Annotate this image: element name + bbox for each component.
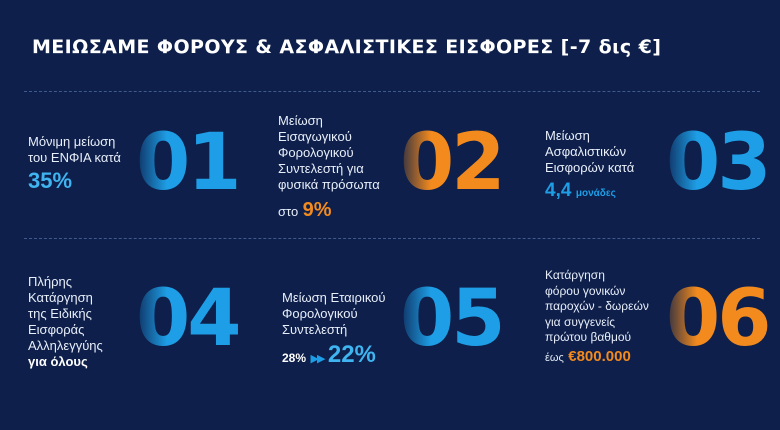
- item-05-line: Συντελεστή: [282, 322, 348, 337]
- divider-top: [24, 91, 760, 92]
- item-06-highlight: €800.000: [568, 347, 631, 365]
- item-01-highlight: 35%: [28, 168, 73, 193]
- item-06-line: για συγγενείς: [545, 314, 616, 329]
- item-02-highlight: 9%: [302, 199, 332, 221]
- item-03-unit: μονάδες: [575, 188, 616, 199]
- item-02-line: Φορολογικού: [278, 145, 354, 160]
- item-03-line: Ασφαλιστικών: [545, 144, 627, 159]
- item-02-line: φυσικά πρόσωπα: [278, 177, 380, 192]
- item-05-line: Φορολογικού: [282, 306, 358, 321]
- item-02-text: Μείωση Εισαγωγικού Φορολογικού Συντελεστ…: [278, 113, 408, 223]
- item-04-line: Εισφοράς: [28, 322, 85, 337]
- item-02-number: 02: [400, 118, 506, 208]
- item-04-highlight: για όλους: [28, 354, 88, 369]
- item-04-number: 04: [136, 274, 242, 364]
- item-05-from: 28%: [282, 351, 307, 365]
- item-03-number: 03: [666, 118, 772, 208]
- item-04-line: της Ειδικής: [28, 306, 92, 321]
- item-02-line: Μείωση: [278, 113, 323, 128]
- item-04-line: Αλληλεγγύης: [28, 338, 103, 353]
- item-05-result: 28% ▶▶ 22%: [282, 342, 412, 368]
- item-05-text: Μείωση Εταιρικού Φορολογικού Συντελεστή …: [282, 290, 412, 368]
- item-06-line: φόρου γονικών: [545, 283, 626, 298]
- double-arrow-icon: ▶▶: [310, 353, 325, 365]
- item-03-line: Μείωση: [545, 128, 590, 143]
- item-06-line: παροχών - δωρεών: [545, 299, 649, 313]
- item-06-prefix: έως: [545, 351, 564, 364]
- item-02-result: στο 9%: [278, 197, 408, 223]
- item-01-number: 01: [136, 118, 242, 208]
- item-06-number: 06: [666, 274, 772, 364]
- item-01-line: Μόνιμη μείωση: [28, 134, 116, 149]
- item-03-line: Εισφορών κατά: [545, 160, 635, 175]
- item-01-line: του ΕΝΦΙΑ κατά: [28, 150, 121, 165]
- divider-middle: [24, 238, 760, 239]
- item-04-line: Κατάργηση: [28, 290, 93, 305]
- item-03-result: 4,4 μονάδες: [545, 180, 670, 202]
- item-06-result: έως €800.000: [545, 348, 673, 366]
- item-02-line: Εισαγωγικού: [278, 129, 352, 144]
- item-06-text: Κατάργηση φόρου γονικών παροχών - δωρεών…: [545, 268, 673, 366]
- item-05-highlight: 22%: [327, 341, 376, 368]
- item-02-prefix: στο: [278, 204, 299, 219]
- item-03-highlight: 4,4: [545, 180, 572, 201]
- item-06-line: Κατάργηση: [545, 268, 605, 282]
- item-04-line: Πλήρης: [28, 274, 73, 289]
- item-05-line: Μείωση Εταιρικού: [282, 290, 386, 305]
- item-06-line: πρώτου βαθμού: [545, 330, 632, 344]
- item-02-line: Συντελεστή για: [278, 161, 364, 176]
- item-04-text: Πλήρης Κατάργηση της Ειδικής Εισφοράς Αλ…: [28, 274, 138, 370]
- item-05-number: 05: [400, 274, 506, 364]
- item-01-text: Μόνιμη μείωση του ΕΝΦΙΑ κατά 35%: [28, 134, 153, 194]
- page-title: ΜΕΙΩΣΑΜΕ ΦΟΡΟΥΣ & ΑΣΦΑΛΙΣΤΙΚΕΣ ΕΙΣΦΟΡΕΣ …: [32, 36, 662, 58]
- item-03-text: Μείωση Ασφαλιστικών Εισφορών κατά 4,4 μο…: [545, 128, 670, 202]
